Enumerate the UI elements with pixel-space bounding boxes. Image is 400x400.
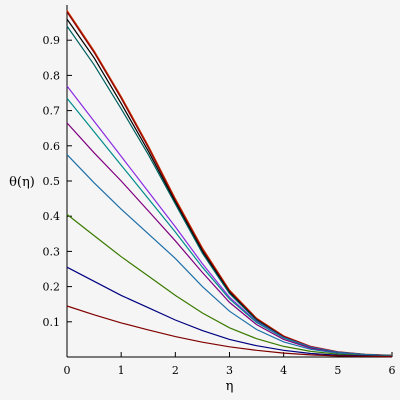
y-ticks: 0.1 0.2 0.3 0.4 0.5 0.6 0.7 0.8 0.9 [43, 34, 72, 329]
series-line [66, 305, 393, 358]
series-line [66, 85, 393, 357]
x-tick-label: 3 [226, 364, 233, 377]
y-tick-label: 0.1 [43, 316, 61, 329]
x-tick-label: 6 [389, 364, 396, 377]
series-line [66, 213, 393, 357]
y-tick-label: 0.3 [43, 245, 61, 258]
y-tick-label: 0.4 [43, 210, 61, 223]
series-line [66, 25, 393, 357]
series-line [66, 18, 393, 357]
series-line [66, 97, 393, 357]
series-line [66, 266, 393, 358]
x-tick-label: 4 [280, 364, 287, 377]
y-tick-label: 0.8 [43, 69, 61, 82]
series-line [66, 9, 393, 356]
x-tick-label: 5 [334, 364, 341, 377]
y-tick-label: 0.5 [43, 175, 61, 188]
y-tick-label: 0.7 [43, 105, 61, 118]
x-tick-label: 0 [64, 364, 71, 377]
x-tick-label: 2 [172, 364, 179, 377]
y-tick-label: 0.6 [43, 140, 61, 153]
axes [66, 5, 392, 358]
x-tick-label: 1 [118, 364, 125, 377]
series-line [66, 154, 393, 357]
y-tick-label: 0.9 [43, 34, 61, 47]
y-axis-label: θ(η) [9, 175, 35, 190]
y-tick-label: 0.2 [43, 281, 61, 294]
series-line [66, 11, 393, 357]
series-group [66, 9, 393, 358]
x-axis-label: η [226, 379, 234, 394]
